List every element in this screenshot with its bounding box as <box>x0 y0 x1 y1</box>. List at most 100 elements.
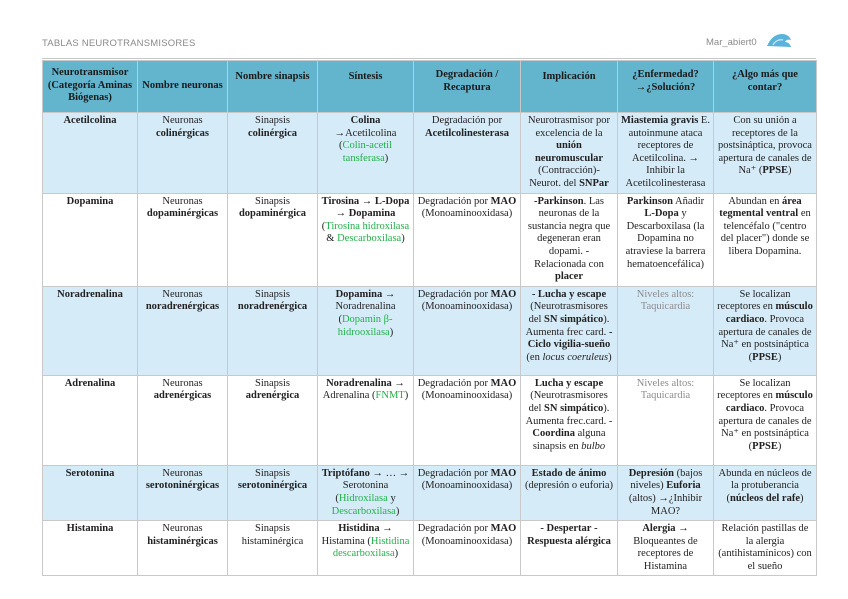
cell-text: . Provoca apertura de canales de Na⁺ en … <box>718 313 812 363</box>
cell-text: Abunda en núcleos de la protuberancia ( <box>718 467 812 504</box>
cell-synapse-name: Sinapsis adrenérgica <box>227 374 318 466</box>
cell-text: Abundan en <box>728 195 782 207</box>
cell-neurotransmitter: Serotonina <box>42 464 138 522</box>
table-row: Dopamina Neuronas dopaminérgicas Sinapsis … <box>42 192 817 287</box>
cell-neuron-name: Neuronas colinérgicas <box>137 112 228 194</box>
cell-text: Degradación por <box>417 377 491 389</box>
cell-text: noradrenérgicas <box>145 301 220 313</box>
cell-text: Neuronas <box>162 115 203 126</box>
cell-text: (en <box>526 351 543 363</box>
document-title: TABLAS NEUROTRANSMISORES <box>42 38 196 49</box>
cell-text: Niveles altos: Taquicardia <box>636 288 695 313</box>
cell-text: histaminérgicas <box>147 535 218 547</box>
cell-text: Con su unión a receptores de la postsiná… <box>718 115 812 177</box>
cell-neurotransmitter: Adrenalina <box>42 374 138 466</box>
cell-text: ) <box>384 152 389 164</box>
cell-text: (Monoaminooxidasa) <box>421 535 513 547</box>
cell-text: Miastemia gravis <box>621 115 699 126</box>
cell-text: Descarboxilasa <box>337 233 402 245</box>
cell-disease-solution: Niveles altos: Taquicardia <box>617 285 714 376</box>
cell-text: - Lucha y escape <box>531 288 607 300</box>
cell-text: Sinapsis <box>254 377 290 389</box>
cell-degradation: Degradación por MAO (Monoaminooxidasa) <box>413 374 521 466</box>
cell-text: ) <box>800 492 804 504</box>
cell-text: Parkinson <box>626 195 673 207</box>
cell-text: Degradación por <box>431 115 503 126</box>
cell-text: ) <box>404 390 409 402</box>
cell-text: Alergia <box>642 523 676 535</box>
cell-text: MAO <box>490 288 517 300</box>
cell-text: Sinapsis histaminérgica <box>241 523 304 547</box>
cell-notes: Se localizan receptores en músculo cardi… <box>713 285 817 376</box>
cell-text: Histidina descarboxilasa <box>332 535 410 560</box>
cell-text: Sinapsis <box>254 288 290 300</box>
cell-synthesis: Triptófano → … → Serotonina (Hidroxilasa… <box>317 464 414 522</box>
cell-implication: Neurotrasmisor por excelencia de la unió… <box>520 112 618 194</box>
cell-text: → Histamina ( <box>321 523 393 547</box>
cell-text: ). Aumenta frec card. <box>525 313 610 338</box>
cell-text: Neurotrasmisor por excelencia de la <box>528 115 610 139</box>
column-header: Implicación <box>520 60 618 113</box>
table-row: Histamina Neuronas histaminérgicas Sinapsi… <box>42 520 817 577</box>
cell-text: (Monoaminooxidasa) <box>421 301 513 313</box>
cell-text: -Parkinson <box>533 195 584 207</box>
cell-disease-solution: Parkinson Añadir L-Dopa y Descarboxilasa… <box>617 192 714 287</box>
cell-text: en telencéfalo ("centro del placer") don… <box>720 208 811 257</box>
cell-neurotransmitter: Histamina <box>42 520 138 577</box>
cell-synthesis: Colina →Acetilcolina (Colin-acetil tansf… <box>317 112 414 194</box>
cell-text: Sinapsis <box>254 195 290 207</box>
cell-text: ) <box>401 233 405 245</box>
cell-text: Se localizan receptores en <box>717 377 791 402</box>
table-row: Acetilcolina Neuronas colinérgicas Sinapsi… <box>42 112 817 194</box>
cell-synthesis: Histidina → Histamina (Histidina descarb… <box>317 520 414 577</box>
cell-text: MAO <box>490 523 517 535</box>
brand-name: Mar_abiert0 <box>706 37 757 48</box>
cell-text: Noradrenalina <box>57 288 123 300</box>
cell-neurotransmitter: Acetilcolina <box>42 112 138 194</box>
cell-implication: - Lucha y escape (Neurotrasmisores del S… <box>520 285 618 376</box>
cell-text: Noradrenalina <box>326 377 392 389</box>
cell-text: Sinapsis <box>254 467 290 479</box>
cell-text: ) <box>394 548 399 560</box>
cell-implication: Lucha y escape (Neurotrasmisores del SN … <box>520 374 618 466</box>
cell-text: ) <box>389 326 394 338</box>
cell-text: MAO <box>490 467 517 479</box>
cell-text: → Bloqueantes de receptores de Histamina <box>633 523 698 572</box>
table-row: Serotonina Neuronas serotoninérgicas Sinap… <box>42 464 817 522</box>
cell-neuron-name: Neuronas histaminérgicas <box>137 520 228 577</box>
cell-text: núcleos del rafe <box>730 492 800 504</box>
cell-neurotransmitter: Noradrenalina <box>42 285 138 376</box>
column-header: Degradación / Recaptura <box>413 60 521 113</box>
cell-text: Niveles altos: Taquicardia <box>636 377 695 402</box>
cell-degradation: Degradación por Acetilcolinesterasa <box>413 112 521 194</box>
neurotransmitter-table: Neurotransmisor (Categoría Aminas Biógen… <box>42 60 817 577</box>
cell-text: Neuronas <box>162 288 203 300</box>
cell-text: Tirosina hidroxilasa <box>325 220 410 232</box>
cell-text: ( <box>321 220 326 232</box>
cell-text: adrenérgica <box>245 390 300 402</box>
cell-text: Colin-acetil tansferasa <box>342 140 393 164</box>
cell-text: Degradación por <box>417 195 491 207</box>
cell-text: ) <box>608 351 612 363</box>
cell-text: (Contracción)- Neurot. del <box>529 165 600 189</box>
cell-text: → Adrenalina ( <box>322 377 405 402</box>
cell-text: adrenérgicas <box>153 390 212 402</box>
cell-text: Degradación por <box>417 467 491 479</box>
cell-text: →Acetilcolina ( <box>334 127 397 152</box>
table-body: Acetilcolina Neuronas colinérgicas Sinapsi… <box>42 112 817 577</box>
cell-text: músculo cardiaco <box>725 301 813 325</box>
cell-text: Tirosina → L-Dopa → Dopamina <box>321 195 410 220</box>
cell-text: Colina <box>350 115 381 126</box>
cell-notes: Con su unión a receptores de la postsiná… <box>713 112 817 194</box>
cell-text: & <box>326 233 338 245</box>
cell-text: Histamina <box>66 523 114 535</box>
cell-neuron-name: Neuronas adrenérgicas <box>137 374 228 466</box>
cell-text: Euforia <box>666 480 701 492</box>
cell-text: Dopamina <box>335 288 383 300</box>
cell-text: Acetilcolina <box>63 115 117 126</box>
cell-text: área tegmental ventral <box>719 195 802 220</box>
cell-text: Neuronas <box>162 523 203 535</box>
cell-text: ) <box>395 505 400 517</box>
table-row: Adrenalina Neuronas adrenérgicas Sinapsis … <box>42 374 817 466</box>
cell-text: Triptófano <box>321 467 370 479</box>
